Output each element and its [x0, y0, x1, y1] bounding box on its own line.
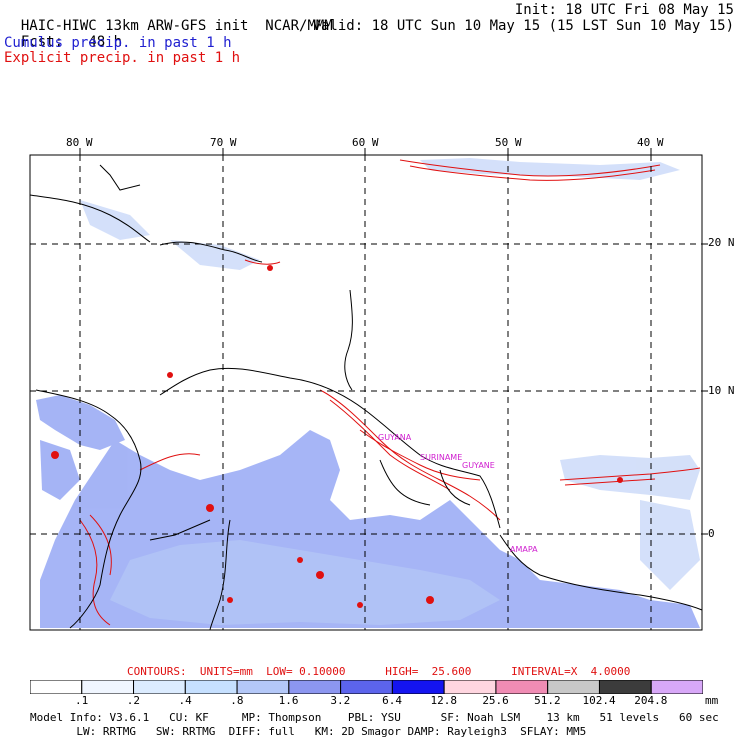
forecast-label: Fcst: — [20, 34, 64, 50]
lon-label-80w: 80 W — [66, 136, 93, 149]
colorbar-swatch — [391, 680, 445, 694]
colorbar-tick-label: 6.4 — [382, 694, 403, 707]
lon-label-60w: 60 W — [352, 136, 379, 149]
colorbar-swatch — [547, 680, 600, 694]
colorbar-swatch — [236, 680, 290, 694]
org-text: NCAR/MMM — [265, 18, 333, 34]
colorbar-tick-label: 3.2 — [330, 694, 351, 707]
lat-lon-grid — [30, 155, 702, 630]
lon-label-40w: 40 W — [637, 136, 664, 149]
place-label-guyana: GUYANA — [378, 433, 412, 442]
explicit-precip-cells — [51, 265, 623, 608]
colorbar-tick-label: .1 — [74, 694, 89, 707]
valid-time: Valid: 18 UTC Sun 10 May 15 (15 LST Sun … — [312, 18, 734, 34]
contours-info: CONTOURS: UNITS=mm LOW= 0.10000 HIGH= 25… — [127, 665, 631, 678]
place-label-guyane: GUYANE — [462, 461, 495, 470]
lat-label-10n: 10 N — [708, 384, 735, 397]
init-time: Init: 18 UTC Fri 08 May 15 — [514, 2, 734, 18]
lat-label-0: 0 — [708, 527, 715, 540]
colorbar-swatch — [443, 680, 497, 694]
colorbar-swatch — [81, 680, 135, 694]
colorbar-tick-label: 204.8 — [634, 694, 668, 707]
explicit-precip-contours — [79, 159, 701, 626]
lon-label-70w: 70 W — [210, 136, 237, 149]
model-title: HAIC-HIWC 13km ARW-GFS init NCAR/MMM — [4, 2, 333, 34]
lat-label-20n: 20 N — [708, 236, 735, 249]
model-title-text: HAIC-HIWC 13km ARW-GFS init — [20, 18, 249, 34]
place-label-amapa: AMAPA — [510, 545, 538, 554]
colorbar-swatch — [30, 680, 83, 694]
colorbar-swatch — [340, 680, 393, 694]
lon-label-50w: 50 W — [495, 136, 522, 149]
colorbar-unit: mm — [705, 694, 719, 707]
colorbar-tick-label: 102.4 — [582, 694, 616, 707]
colorbar-swatch — [650, 680, 703, 694]
cumulus-light-areas — [80, 158, 700, 625]
forecast-hours-value: 48 h — [88, 34, 123, 50]
colorbar — [30, 680, 703, 694]
colorbar-tick-label: .4 — [178, 694, 192, 707]
colorbar-tick-label: 1.6 — [278, 694, 299, 707]
place-label-suriname: SURINAME — [420, 453, 462, 462]
colorbar-tick-label: 12.8 — [430, 694, 458, 707]
colorbar-swatch — [598, 680, 652, 694]
cumulus-legend: Cumulus precip. in past 1 h — [4, 35, 232, 51]
colorbar-tick-label: 25.6 — [482, 694, 509, 707]
coastlines — [29, 164, 703, 631]
model-info-line1: Model Info: V3.6.1 CU: KF MP: Thompson P… — [30, 711, 719, 724]
explicit-legend: Explicit precip. in past 1 h — [4, 50, 241, 66]
colorbar-tick-label: .2 — [126, 694, 140, 707]
colorbar-swatch — [133, 680, 186, 694]
colorbar-swatch — [288, 680, 342, 694]
forecast-hours: Fcst: 48 h — [4, 18, 122, 50]
colorbar-tick-label: 51.2 — [534, 694, 561, 707]
model-info-line2: LW: RRTMG SW: RRTMG DIFF: full KM: 2D Sm… — [30, 725, 587, 738]
colorbar-swatch — [495, 680, 549, 694]
colorbar-tick-label: .8 — [230, 694, 244, 707]
colorbar-swatch — [184, 680, 238, 694]
